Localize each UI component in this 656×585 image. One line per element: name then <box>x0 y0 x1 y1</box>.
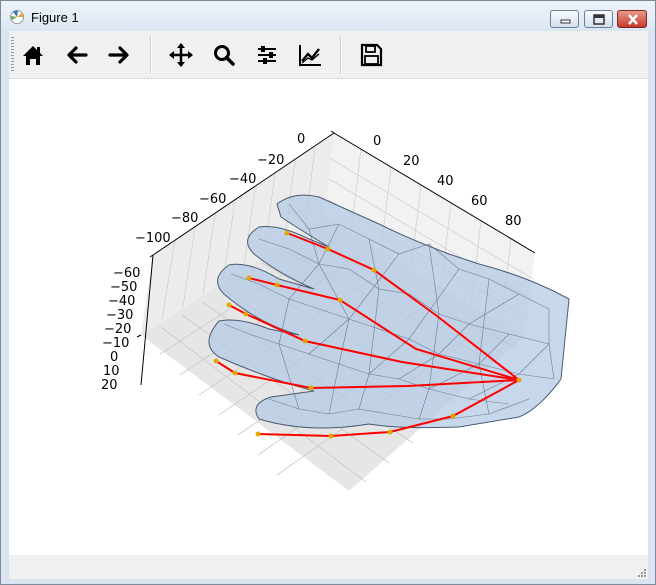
maximize-button[interactable] <box>584 10 613 28</box>
matplotlib-icon <box>10 10 24 24</box>
home-button[interactable] <box>16 38 50 72</box>
minimize-icon <box>560 19 571 24</box>
z-tick-label: 20 <box>101 378 118 393</box>
x-tick-label: −20 <box>257 153 284 168</box>
z-tick-label: −20 <box>104 322 131 337</box>
zoom-button[interactable] <box>207 38 241 72</box>
arrow-left-icon <box>67 46 88 64</box>
figure-client-area: 0 20 40 60 80 0 −20 −40 −60 −80 −100 −60… <box>9 31 648 579</box>
edit-axes-button[interactable] <box>293 38 327 72</box>
x-tick-label: 0 <box>297 132 305 147</box>
hand-joints <box>213 230 522 439</box>
toolbar-grip[interactable] <box>11 37 14 71</box>
y-tick-label: 20 <box>403 154 420 169</box>
configure-subplots-button[interactable] <box>250 38 284 72</box>
x-axis-line <box>152 132 335 256</box>
back-button[interactable] <box>60 38 94 72</box>
z-tick-label: −50 <box>110 280 137 295</box>
hand-mesh <box>208 194 570 429</box>
line-chart-icon <box>299 45 321 66</box>
y-axis-line <box>333 132 536 254</box>
restore-icon <box>593 14 605 25</box>
home-icon <box>23 46 43 65</box>
z-tick-label: −10 <box>102 336 129 351</box>
save-icon <box>360 43 383 67</box>
z-axis-line <box>140 254 154 386</box>
close-icon <box>628 14 638 25</box>
z-tick-label: −40 <box>108 294 135 309</box>
z-tick-label: −30 <box>106 308 133 323</box>
toolbar-separator <box>340 36 342 74</box>
figure-canvas[interactable]: 0 20 40 60 80 0 −20 −40 −60 −80 −100 −60… <box>9 79 648 555</box>
window-title: Figure 1 <box>31 10 79 25</box>
y-tick-label: 0 <box>373 134 381 149</box>
toolbar-separator <box>150 36 152 74</box>
y-tick-label: 60 <box>471 194 488 209</box>
x-tick-label: −40 <box>229 172 256 187</box>
resize-grip-icon[interactable] <box>636 567 646 577</box>
forward-button[interactable] <box>102 38 136 72</box>
arrow-right-icon <box>108 46 129 64</box>
x-tick-label: −100 <box>135 231 171 246</box>
sliders-icon <box>258 46 276 64</box>
3d-hand-plot[interactable]: 0 20 40 60 80 0 −20 −40 −60 −80 −100 −60… <box>9 79 648 555</box>
close-button[interactable] <box>617 10 647 28</box>
move-icon <box>169 43 193 67</box>
minimize-button[interactable] <box>550 10 579 28</box>
pan-button[interactable] <box>164 38 198 72</box>
title-bar[interactable]: Figure 1 <box>1 1 655 31</box>
x-tick-label: −60 <box>199 192 226 207</box>
z-tick-label: 10 <box>103 364 120 379</box>
status-bar <box>9 555 648 579</box>
side-pane <box>141 133 334 335</box>
y-tick-label: 40 <box>437 174 454 189</box>
y-tick-label: 80 <box>505 214 522 229</box>
z-tick-label: 0 <box>110 350 118 365</box>
navigation-toolbar <box>9 31 648 79</box>
x-tick-label: −80 <box>171 211 198 226</box>
save-button[interactable] <box>354 38 388 72</box>
tick-marks <box>136 130 335 338</box>
z-tick-label: −60 <box>113 266 140 281</box>
zoom-icon <box>214 45 235 66</box>
